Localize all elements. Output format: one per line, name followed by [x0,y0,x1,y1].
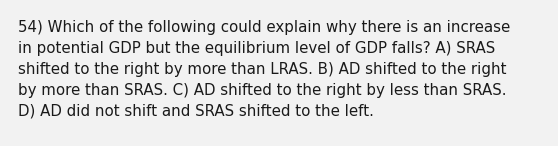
Text: 54) Which of the following could explain why there is an increase
in potential G: 54) Which of the following could explain… [18,20,510,119]
